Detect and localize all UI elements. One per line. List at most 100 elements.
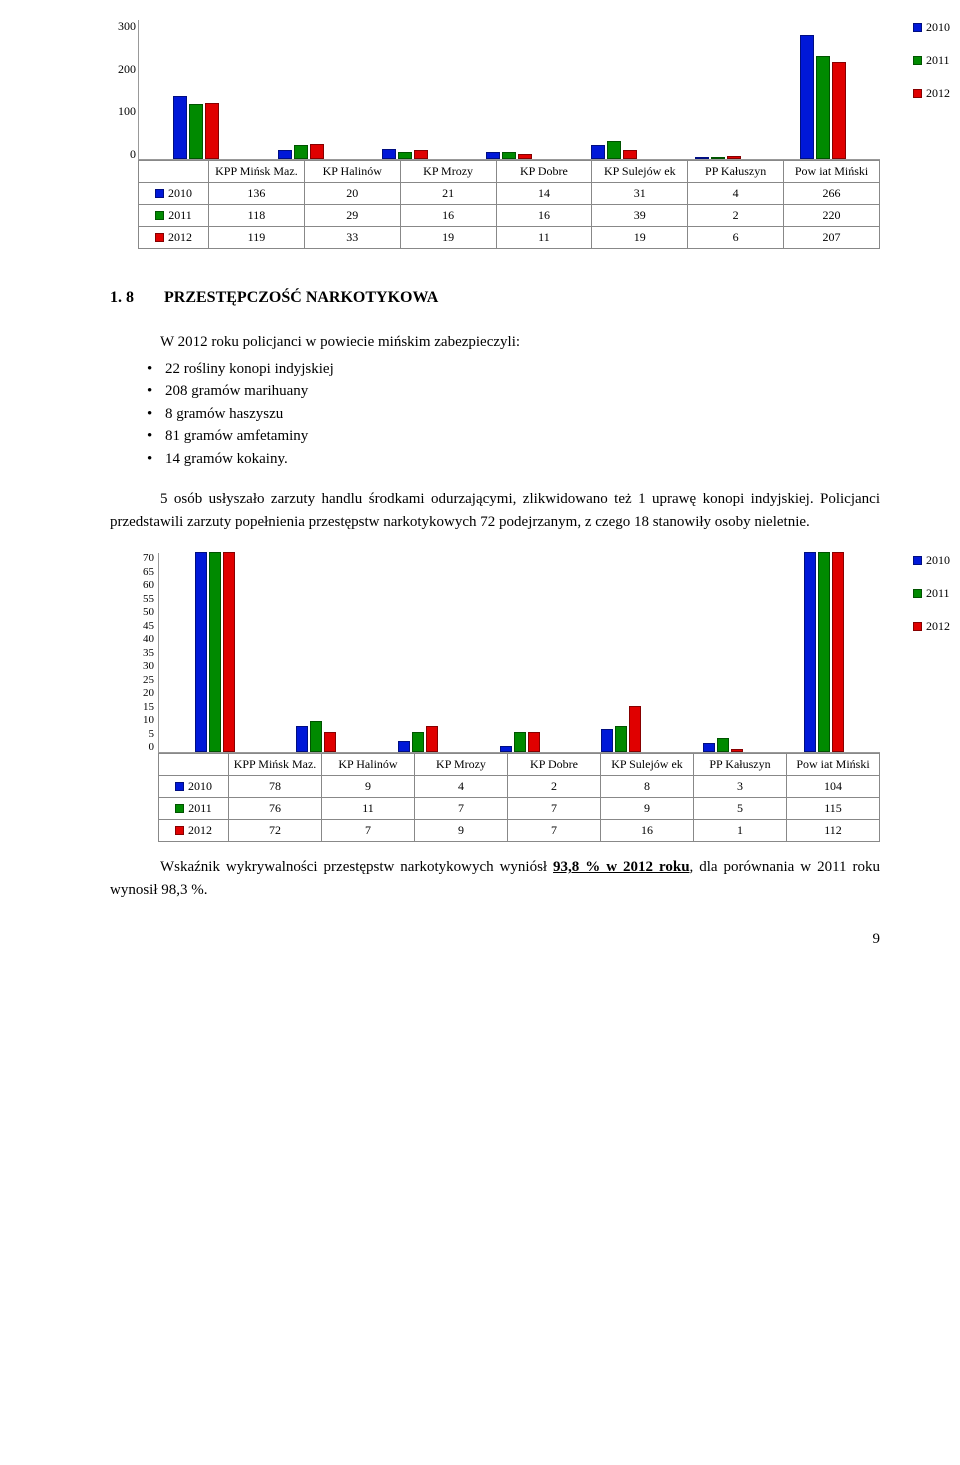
table-cell: 104 — [787, 776, 880, 798]
bar-group — [672, 553, 774, 752]
table-cell: 112 — [787, 820, 880, 842]
bar — [615, 726, 627, 752]
body-para: 5 osób usłyszało zarzuty handlu środkami… — [110, 488, 880, 533]
bar — [727, 156, 741, 159]
bar — [717, 738, 729, 752]
table-cell: 7 — [508, 820, 601, 842]
legend-item: 2011 — [913, 586, 950, 601]
table-row-label: 2010 — [139, 183, 209, 205]
bullet-list: 22 rośliny konopi indyjskiej208 gramów m… — [110, 358, 880, 471]
section-title: PRZESTĘPCZOŚĆ NARKOTYKOWA — [164, 289, 438, 307]
row-year: 2010 — [168, 186, 192, 201]
bar — [189, 104, 203, 159]
table-cell: 31 — [592, 183, 688, 205]
table-cell: 14 — [496, 183, 592, 205]
legend-swatch — [913, 622, 922, 631]
footer-para: Wskaźnik wykrywalności przestępstw narko… — [110, 856, 880, 901]
bar-group — [164, 553, 266, 752]
table-row-label: 2012 — [159, 820, 229, 842]
legend-swatch — [913, 556, 922, 565]
table-header: KP Dobre — [508, 754, 601, 776]
row-swatch — [175, 826, 184, 835]
chart2-wrap: 7065605550454035302520151050 20102011201… — [130, 553, 880, 753]
bar — [205, 103, 219, 159]
table-cell: 21 — [400, 183, 496, 205]
chart2-y-axis: 7065605550454035302520151050 — [130, 553, 154, 753]
bar — [695, 157, 709, 159]
table-header: KP Mrozy — [415, 754, 508, 776]
legend-label: 2012 — [926, 619, 950, 634]
y-tick: 45 — [130, 621, 154, 632]
bar-group — [570, 553, 672, 752]
table-cell: 76 — [229, 798, 322, 820]
bar-group — [367, 553, 469, 752]
bar — [296, 726, 308, 752]
bar — [703, 743, 715, 752]
bar — [629, 706, 641, 752]
chart1-wrap: 3002001000 201020112012 — [110, 20, 880, 160]
row-year: 2012 — [168, 230, 192, 245]
table-cell: 2 — [688, 205, 784, 227]
table-header: KP Sulejów ek — [601, 754, 694, 776]
row-year: 2010 — [188, 779, 212, 794]
legend-label: 2010 — [926, 553, 950, 568]
table-cell: 4 — [688, 183, 784, 205]
y-tick: 300 — [110, 20, 136, 32]
row-year: 2012 — [188, 823, 212, 838]
legend-label: 2011 — [926, 53, 950, 68]
table-cell: 220 — [784, 205, 880, 227]
table-cell: 16 — [400, 205, 496, 227]
y-tick: 40 — [130, 634, 154, 645]
y-tick: 0 — [110, 148, 136, 160]
bar — [223, 552, 235, 752]
bar — [310, 144, 324, 159]
bar — [832, 552, 844, 752]
bar — [426, 726, 438, 752]
y-tick: 60 — [130, 580, 154, 591]
bullet-item: 22 rośliny konopi indyjskiej — [165, 358, 880, 381]
table-cell: 72 — [229, 820, 322, 842]
bar — [816, 56, 830, 159]
chart1-data-table: KPP Mińsk Maz.KP HalinówKP MrozyKP Dobre… — [138, 160, 880, 249]
bar-group — [469, 553, 571, 752]
table-cell: 4 — [415, 776, 508, 798]
bar — [591, 145, 605, 159]
table-header: PP Kałuszyn — [694, 754, 787, 776]
bar — [278, 150, 292, 159]
table-cell: 20 — [304, 183, 400, 205]
chart2-data-table: KPP Mińsk Maz.KP HalinówKP MrozyKP Dobre… — [158, 753, 880, 842]
y-tick: 5 — [130, 729, 154, 740]
y-tick: 200 — [110, 63, 136, 75]
table-cell: 207 — [784, 227, 880, 249]
table-row-label: 2012 — [139, 227, 209, 249]
bullet-item: 208 gramów marihuany — [165, 380, 880, 403]
table-header: PP Kałuszyn — [688, 161, 784, 183]
legend-swatch — [913, 589, 922, 598]
bar — [514, 732, 526, 752]
legend-swatch — [913, 23, 922, 32]
y-tick: 30 — [130, 661, 154, 672]
legend-label: 2010 — [926, 20, 950, 35]
y-tick: 35 — [130, 648, 154, 659]
table-cell: 3 — [694, 776, 787, 798]
bar — [324, 732, 336, 752]
bar — [310, 721, 322, 752]
table-cell: 266 — [784, 183, 880, 205]
row-swatch — [175, 782, 184, 791]
intro-para: W 2012 roku policjanci w powiecie miński… — [110, 331, 880, 354]
table-cell: 9 — [601, 798, 694, 820]
y-tick: 100 — [110, 105, 136, 117]
legend-item: 2011 — [913, 53, 950, 68]
table-cell: 39 — [592, 205, 688, 227]
section-heading: 1. 8 PRZESTĘPCZOŚĆ NARKOTYKOWA — [110, 289, 880, 307]
bar — [209, 552, 221, 752]
bar-group — [353, 20, 457, 159]
bar — [414, 150, 428, 159]
table-header: KP Mrozy — [400, 161, 496, 183]
table-header: KP Sulejów ek — [592, 161, 688, 183]
bar — [173, 96, 187, 159]
table-row-label: 2010 — [159, 776, 229, 798]
table-cell: 119 — [209, 227, 305, 249]
page-number: 9 — [110, 931, 880, 948]
chart1-plot — [138, 20, 880, 160]
